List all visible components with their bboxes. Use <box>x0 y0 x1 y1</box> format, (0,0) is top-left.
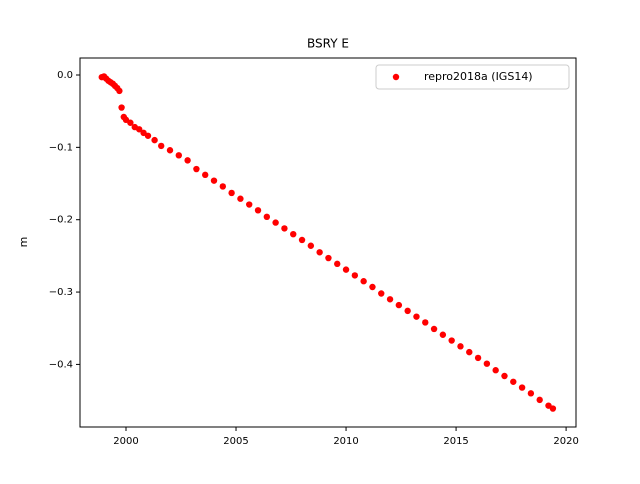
data-point <box>166 147 174 154</box>
data-point <box>378 290 385 297</box>
data-point <box>386 296 394 303</box>
y-axis-label: m <box>17 237 30 248</box>
data-point <box>272 219 279 226</box>
data-point <box>422 319 429 326</box>
data-point <box>307 242 315 249</box>
legend-label: repro2018a (IGS14) <box>424 70 533 83</box>
x-tick-label: 2005 <box>223 436 248 447</box>
data-point <box>439 331 447 338</box>
chart-title: BSRY E <box>307 37 349 51</box>
data-point <box>325 254 332 262</box>
data-point <box>492 367 499 374</box>
data-point <box>351 272 359 279</box>
data-point <box>263 213 271 221</box>
legend-box <box>375 64 570 90</box>
data-point <box>413 313 420 320</box>
data-point <box>184 157 191 164</box>
x-tick-label: 2015 <box>443 436 468 447</box>
data-point <box>237 195 244 202</box>
data-point <box>342 266 350 273</box>
data-point <box>290 230 297 238</box>
data-point <box>118 104 125 111</box>
x-tick-label: 2000 <box>113 436 138 447</box>
data-point <box>501 372 508 380</box>
legend-marker <box>392 73 400 81</box>
data-point <box>135 126 143 133</box>
data-point <box>457 343 464 350</box>
data-point <box>157 142 165 150</box>
x-tick-label: 2020 <box>553 436 578 447</box>
data-point <box>448 337 455 344</box>
y-tick-label: −0.1 <box>49 142 73 153</box>
data-point <box>360 278 367 285</box>
data-point <box>210 177 218 184</box>
y-tick-label: −0.2 <box>49 215 73 226</box>
data-point <box>281 225 288 232</box>
data-point <box>395 301 403 309</box>
data-point <box>430 325 438 333</box>
data-point <box>483 360 491 367</box>
data-point <box>219 183 227 190</box>
data-point <box>298 236 306 244</box>
data-point <box>151 136 158 144</box>
data-point <box>175 152 183 159</box>
data-point <box>202 171 209 179</box>
data-point <box>144 132 152 139</box>
data-point <box>474 354 482 362</box>
plot-frame <box>79 57 577 428</box>
data-point <box>527 390 535 397</box>
y-tick-label: −0.4 <box>49 359 73 370</box>
data-point <box>510 378 517 385</box>
x-tick-label: 2010 <box>333 436 358 447</box>
data-point <box>549 405 557 412</box>
data-point <box>518 384 526 391</box>
data-point <box>193 165 200 173</box>
data-point <box>536 396 543 404</box>
data-point <box>254 207 262 214</box>
y-tick-label: 0.0 <box>57 70 73 81</box>
data-point <box>404 307 411 315</box>
data-point <box>334 260 341 268</box>
data-point <box>316 249 323 256</box>
data-point <box>116 87 123 95</box>
data-point <box>466 348 473 356</box>
data-point <box>369 283 376 291</box>
data-point <box>228 189 235 197</box>
data-point <box>127 119 134 126</box>
y-tick-label: −0.3 <box>49 287 73 298</box>
data-point <box>246 201 253 208</box>
